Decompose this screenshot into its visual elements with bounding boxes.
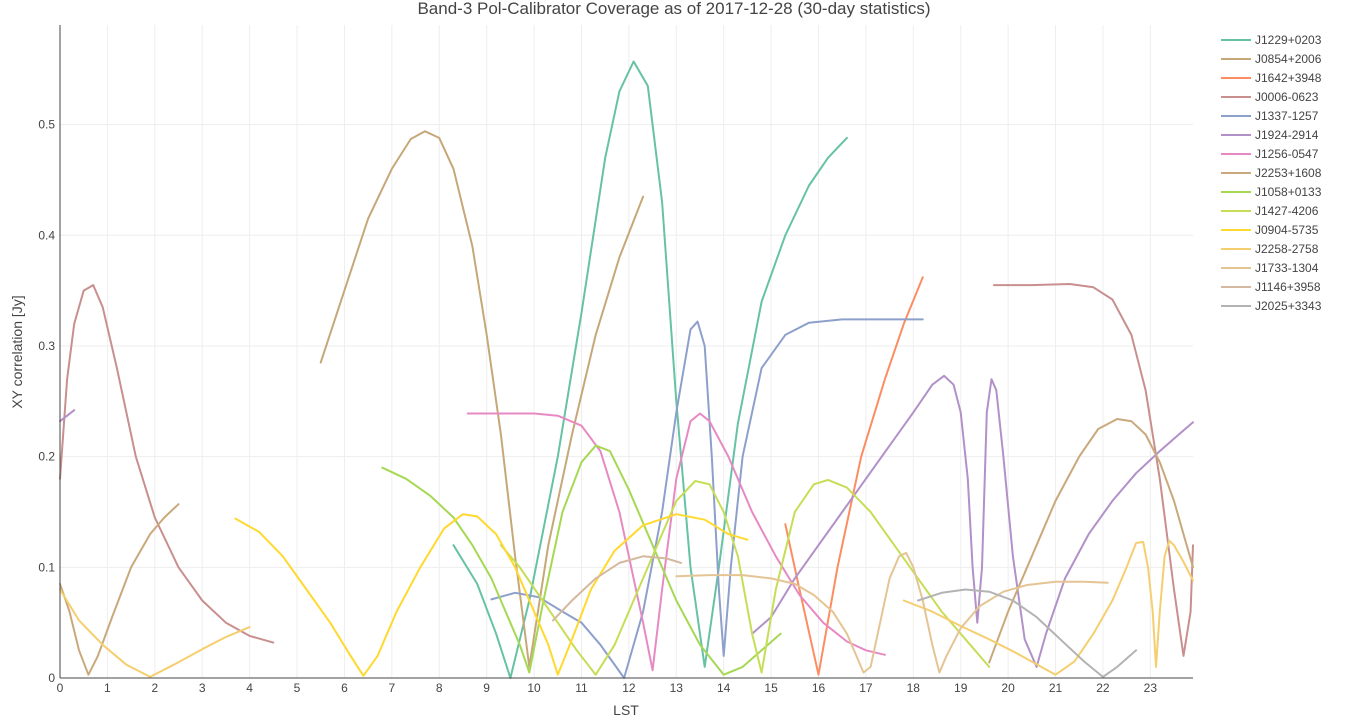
x-tick-label: 0 bbox=[57, 681, 64, 695]
series-line-J1427-4206 bbox=[499, 478, 991, 676]
legend-item[interactable]: J0904-5735 bbox=[1221, 223, 1319, 237]
grid-layer bbox=[59, 25, 1193, 679]
legend-item[interactable]: J1733-1304 bbox=[1221, 261, 1319, 275]
x-tick-label: 2 bbox=[151, 681, 158, 695]
x-tick-label: 10 bbox=[527, 681, 541, 695]
y-tick-label: 0.2 bbox=[38, 450, 55, 464]
series-line-J1058+0133 bbox=[381, 444, 782, 676]
y-tick-labels: 0 0.1 0.2 0.3 0.4 0.5 bbox=[38, 118, 55, 685]
x-tick-label: 5 bbox=[294, 681, 301, 695]
legend-item[interactable]: J2253+1608 bbox=[1221, 166, 1322, 180]
series-line-J0904-5735 bbox=[234, 513, 749, 677]
series-line-J1229+0203 bbox=[452, 60, 848, 679]
legend-label: J2258-2758 bbox=[1255, 242, 1319, 256]
legend-label: J1256-0547 bbox=[1255, 147, 1319, 161]
x-tick-label: 15 bbox=[764, 681, 778, 695]
x-tick-labels: 0 1 2 3 4 5 6 7 8 9 10 11 12 13 14 15 16 17 18 19 20 21 22 23 bbox=[57, 681, 1158, 695]
legend-item[interactable]: J1256-0547 bbox=[1221, 147, 1319, 161]
series-line-J1256-0547 bbox=[466, 412, 886, 672]
legend-item[interactable]: J0854+2006 bbox=[1221, 52, 1322, 66]
legend-label: J1146+3958 bbox=[1255, 280, 1321, 294]
legend-label: J1427-4206 bbox=[1255, 204, 1319, 218]
series-line-J2253+1608 bbox=[59, 503, 180, 676]
x-tick-label: 8 bbox=[436, 681, 443, 695]
legend-item[interactable]: J1427-4206 bbox=[1221, 204, 1319, 218]
legend-item[interactable]: J1058+0133 bbox=[1221, 185, 1322, 199]
series-line-J2258-2758 bbox=[902, 539, 1194, 676]
x-tick-label: 14 bbox=[717, 681, 731, 695]
axis-layer bbox=[59, 25, 1193, 679]
x-tick-label: 21 bbox=[1049, 681, 1063, 695]
legend-label: J2025+3343 bbox=[1255, 299, 1322, 313]
y-tick-label: 0.3 bbox=[38, 339, 55, 353]
legend-item[interactable]: J2258-2758 bbox=[1221, 242, 1319, 256]
x-tick-label: 17 bbox=[859, 681, 873, 695]
series-line-J2025+3343 bbox=[917, 588, 1138, 678]
series-line-J2258-2758 bbox=[59, 588, 251, 678]
x-tick-label: 6 bbox=[341, 681, 348, 695]
legend: J1229+0203 J0854+2006 J1642+3948 J0006-0623… bbox=[1221, 33, 1322, 313]
chart-title: Band-3 Pol-Calibrator Coverage as of 201… bbox=[417, 0, 930, 18]
series-line-J0006-0623 bbox=[992, 283, 1194, 657]
x-tick-label: 7 bbox=[388, 681, 395, 695]
series-layer bbox=[59, 60, 1194, 679]
legend-item[interactable]: J1642+3948 bbox=[1221, 71, 1322, 85]
legend-label: J1229+0203 bbox=[1255, 33, 1322, 47]
series-line-J0854+2006 bbox=[319, 130, 645, 668]
legend-label: J1924-2914 bbox=[1255, 128, 1319, 142]
x-tick-label: 22 bbox=[1096, 681, 1110, 695]
x-tick-label: 3 bbox=[199, 681, 206, 695]
x-tick-label: 16 bbox=[812, 681, 826, 695]
legend-label: J1642+3948 bbox=[1255, 71, 1322, 85]
x-tick-label: 11 bbox=[575, 681, 588, 695]
y-tick-label: 0.1 bbox=[38, 560, 55, 574]
legend-item[interactable]: J1146+3958 bbox=[1221, 280, 1321, 294]
legend-label: J2253+1608 bbox=[1255, 166, 1322, 180]
legend-label: J0006-0623 bbox=[1255, 90, 1319, 104]
y-tick-label: 0.5 bbox=[38, 118, 55, 132]
x-tick-label: 9 bbox=[483, 681, 490, 695]
y-tick-label: 0.4 bbox=[38, 228, 55, 242]
legend-item[interactable]: J0006-0623 bbox=[1221, 90, 1319, 104]
legend-label: J0854+2006 bbox=[1255, 52, 1322, 66]
series-line-J2253+1608 bbox=[988, 418, 1194, 664]
series-line-J1642+3948 bbox=[784, 276, 924, 676]
x-tick-label: 12 bbox=[622, 681, 636, 695]
series-line-J1146+3958 bbox=[552, 555, 682, 622]
legend-item[interactable]: J1924-2914 bbox=[1221, 128, 1319, 142]
legend-label: J1058+0133 bbox=[1255, 185, 1322, 199]
legend-item[interactable]: J1337-1257 bbox=[1221, 109, 1319, 123]
x-tick-label: 20 bbox=[1001, 681, 1015, 695]
legend-label: J0904-5735 bbox=[1255, 223, 1319, 237]
x-tick-label: 4 bbox=[246, 681, 253, 695]
x-tick-label: 13 bbox=[670, 681, 684, 695]
x-tick-label: 23 bbox=[1144, 681, 1158, 695]
series-line-J1733-1304 bbox=[675, 551, 1109, 674]
legend-label: J1337-1257 bbox=[1255, 109, 1319, 123]
x-axis-label: LST bbox=[613, 702, 639, 717]
legend-item[interactable]: J2025+3343 bbox=[1221, 299, 1322, 313]
y-tick-label: 0 bbox=[48, 671, 55, 685]
series-line-J0006-0623 bbox=[59, 284, 275, 644]
x-tick-label: 18 bbox=[907, 681, 921, 695]
y-axis-label: XY correlation [Jy] bbox=[9, 295, 25, 408]
series-line-J1924-2914 bbox=[59, 409, 76, 423]
legend-item[interactable]: J1229+0203 bbox=[1221, 33, 1322, 47]
series-line-J1924-2914 bbox=[751, 374, 1194, 668]
legend-label: J1733-1304 bbox=[1255, 261, 1319, 275]
x-tick-label: 19 bbox=[954, 681, 968, 695]
x-tick-label: 1 bbox=[104, 681, 111, 695]
